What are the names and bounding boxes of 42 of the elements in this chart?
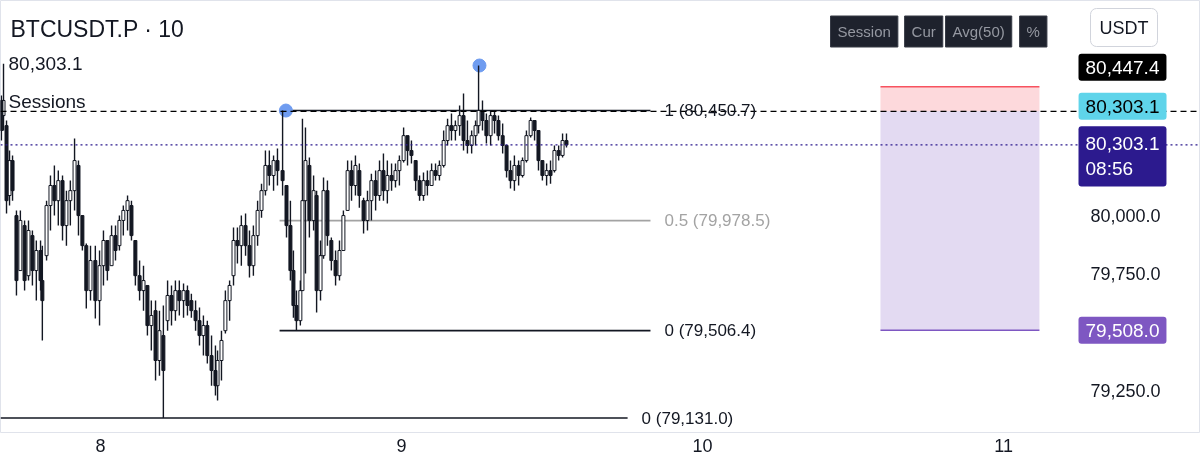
x-tick-label: 10 <box>692 435 713 456</box>
y-tick-label: 79,750.0 <box>1090 264 1161 285</box>
annotation: USDT <box>1099 17 1149 38</box>
candlestick <box>425 169 430 197</box>
candlestick <box>185 284 190 317</box>
candlestick <box>512 154 517 192</box>
candlestick <box>177 279 182 317</box>
y-tick-label: 80,000.0 <box>1090 206 1161 227</box>
candlestick <box>381 152 386 202</box>
x-tick-label: 9 <box>396 435 407 456</box>
x-tick-label: 11 <box>994 435 1013 456</box>
candlestick <box>405 134 410 167</box>
candlestick <box>449 112 454 142</box>
annotation: Session <box>837 23 891 40</box>
candlestick <box>173 279 178 322</box>
series-label: 0 (79,506.4) <box>664 321 757 341</box>
series-label: 1 (80,450.7) <box>664 101 757 121</box>
candlestick <box>239 214 244 267</box>
annotation: 80,303.1 <box>8 53 83 74</box>
candlestick <box>52 164 57 217</box>
annotation: 79,508.0 <box>1085 319 1160 341</box>
annotation: % <box>1026 23 1040 40</box>
candlestick <box>181 282 186 319</box>
annotation: Sessions <box>8 91 86 112</box>
candlestick <box>516 159 521 187</box>
candlestick <box>267 149 272 187</box>
ref-line-label: 80,447.4 <box>1085 56 1160 78</box>
series-label: 0 (79,131.0) <box>641 408 734 428</box>
x-tick-label: 8 <box>95 435 106 456</box>
series-label: 0.5 (79,978.5) <box>664 211 771 231</box>
candlestick <box>409 139 414 165</box>
candlestick <box>373 169 378 212</box>
candlestick <box>389 162 394 192</box>
y-tick-label: 79,250.0 <box>1090 380 1161 401</box>
candlestick <box>421 171 426 202</box>
annotation: 80,303.1 <box>1085 95 1160 117</box>
annotation: Avg(50) <box>952 23 1005 40</box>
text: BTCUSDT.P · 10 <box>10 15 184 42</box>
candlestick <box>385 159 390 205</box>
annotation: Cur <box>911 23 936 40</box>
ref-line-label: 80,303.1 08:56 <box>1085 133 1160 180</box>
candlestick <box>169 284 174 327</box>
